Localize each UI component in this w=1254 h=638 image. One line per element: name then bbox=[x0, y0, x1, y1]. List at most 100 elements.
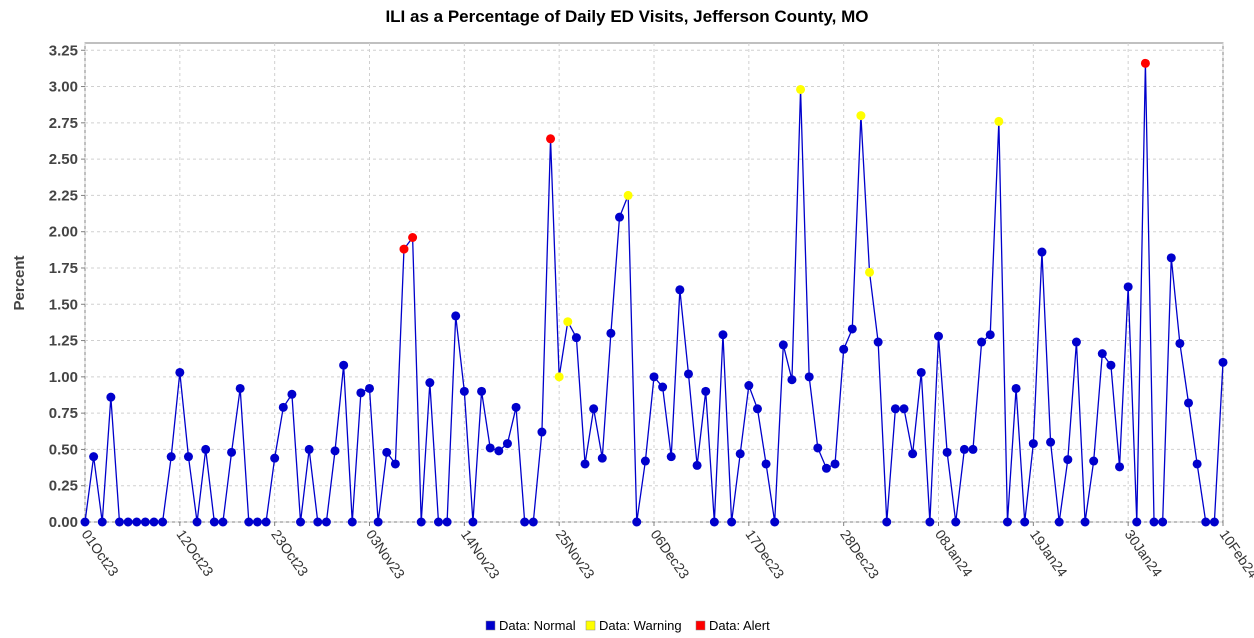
data-point-normal bbox=[1097, 349, 1107, 359]
y-axis-label: Percent bbox=[11, 255, 28, 310]
y-tick-label: 1.75 bbox=[49, 260, 78, 277]
data-point-normal bbox=[339, 360, 349, 370]
x-tick-label: 10Feb24 bbox=[1217, 527, 1254, 582]
data-point-normal bbox=[166, 452, 176, 462]
data-point-normal bbox=[313, 517, 323, 527]
data-point-normal bbox=[1209, 517, 1219, 527]
data-point-normal bbox=[1011, 383, 1021, 393]
data-point-normal bbox=[718, 330, 728, 340]
data-point-normal bbox=[209, 517, 219, 527]
y-tick-label: 3.25 bbox=[49, 42, 78, 59]
legend-swatch bbox=[485, 620, 496, 631]
y-tick-label: 1.50 bbox=[49, 296, 78, 313]
data-point-normal bbox=[985, 330, 995, 340]
data-point-normal bbox=[425, 378, 435, 388]
data-point-normal bbox=[951, 517, 961, 527]
data-point-warning bbox=[856, 111, 866, 121]
data-point-warning bbox=[554, 372, 564, 382]
data-point-normal bbox=[1054, 517, 1064, 527]
y-tick-label: 2.00 bbox=[49, 224, 78, 241]
data-point-normal bbox=[304, 444, 314, 454]
data-point-normal bbox=[571, 333, 581, 343]
data-point-normal bbox=[149, 517, 159, 527]
data-point-normal bbox=[537, 427, 547, 437]
y-tick-label: 0.00 bbox=[49, 514, 78, 531]
data-point-normal bbox=[1028, 439, 1038, 449]
data-point-normal bbox=[1046, 437, 1056, 447]
plot-area bbox=[84, 42, 1224, 523]
data-point-normal bbox=[433, 517, 443, 527]
data-point-normal bbox=[244, 517, 254, 527]
data-point-normal bbox=[1192, 459, 1202, 469]
y-tick-label: 0.25 bbox=[49, 478, 78, 495]
data-point-normal bbox=[1132, 517, 1142, 527]
data-point-normal bbox=[1063, 455, 1073, 465]
data-point-normal bbox=[1037, 247, 1047, 257]
data-point-normal bbox=[813, 443, 823, 453]
data-point-alert bbox=[1140, 58, 1150, 68]
data-point-normal bbox=[804, 372, 814, 382]
data-point-normal bbox=[873, 337, 883, 347]
data-point-normal bbox=[968, 444, 978, 454]
chart-title: ILI as a Percentage of Daily ED Visits, … bbox=[385, 7, 868, 26]
data-point-normal bbox=[890, 404, 900, 414]
data-point-normal bbox=[106, 392, 116, 402]
data-point-normal bbox=[1080, 517, 1090, 527]
x-tick-label: 12Oct23 bbox=[173, 527, 217, 580]
data-point-normal bbox=[390, 459, 400, 469]
data-point-normal bbox=[373, 517, 383, 527]
data-point-normal bbox=[1158, 517, 1168, 527]
data-point-normal bbox=[1071, 337, 1081, 347]
data-point-alert bbox=[546, 134, 556, 144]
data-point-alert bbox=[399, 244, 409, 254]
data-point-normal bbox=[1002, 517, 1012, 527]
data-point-normal bbox=[925, 517, 935, 527]
data-point-normal bbox=[80, 517, 90, 527]
data-point-normal bbox=[97, 517, 107, 527]
data-point-normal bbox=[89, 452, 99, 462]
data-point-normal bbox=[477, 386, 487, 396]
y-axis: 0.00 0.25 0.50 0.75 1.00 1.25 1.50 1.75 2.00 2.25… bbox=[49, 42, 85, 531]
data-point-normal bbox=[158, 517, 168, 527]
data-point-normal bbox=[847, 324, 857, 334]
data-point-normal bbox=[735, 449, 745, 459]
data-point-normal bbox=[942, 447, 952, 457]
y-tick-label: 3.00 bbox=[49, 79, 78, 96]
data-point-normal bbox=[287, 389, 297, 399]
data-point-normal bbox=[330, 446, 340, 456]
data-point-normal bbox=[459, 386, 469, 396]
y-tick-label: 2.50 bbox=[49, 151, 78, 168]
data-point-normal bbox=[640, 456, 650, 466]
legend-label: Data: Normal bbox=[499, 618, 576, 633]
data-point-normal bbox=[882, 517, 892, 527]
legend-swatch bbox=[695, 620, 706, 631]
legend-label: Data: Alert bbox=[709, 618, 770, 633]
y-tick-label: 1.00 bbox=[49, 369, 78, 386]
x-tick-label: 23Oct23 bbox=[268, 527, 312, 580]
data-point-normal bbox=[589, 404, 599, 414]
data-point-normal bbox=[321, 517, 331, 527]
legend: Data: Normal Data: Warning Data: Alert bbox=[485, 618, 770, 633]
data-point-normal bbox=[658, 382, 668, 392]
data-point-normal bbox=[365, 383, 374, 393]
data-point-normal bbox=[934, 331, 943, 341]
data-point-normal bbox=[296, 517, 306, 527]
x-tick-label: 14Nov23 bbox=[458, 527, 503, 582]
data-point-normal bbox=[114, 517, 124, 527]
data-point-normal bbox=[615, 212, 625, 222]
data-point-normal bbox=[218, 517, 228, 527]
data-point-normal bbox=[347, 517, 357, 527]
data-point-normal bbox=[727, 517, 737, 527]
data-point-normal bbox=[278, 402, 288, 412]
data-point-normal bbox=[1123, 282, 1133, 292]
data-point-normal bbox=[830, 459, 840, 469]
data-point-normal bbox=[666, 452, 676, 462]
data-point-warning bbox=[865, 267, 875, 277]
y-tick-label: 0.75 bbox=[49, 405, 78, 422]
data-point-alert bbox=[408, 233, 418, 243]
data-point-normal bbox=[494, 446, 504, 456]
data-point-normal bbox=[261, 517, 271, 527]
data-point-normal bbox=[977, 337, 987, 347]
data-point-normal bbox=[787, 375, 797, 385]
